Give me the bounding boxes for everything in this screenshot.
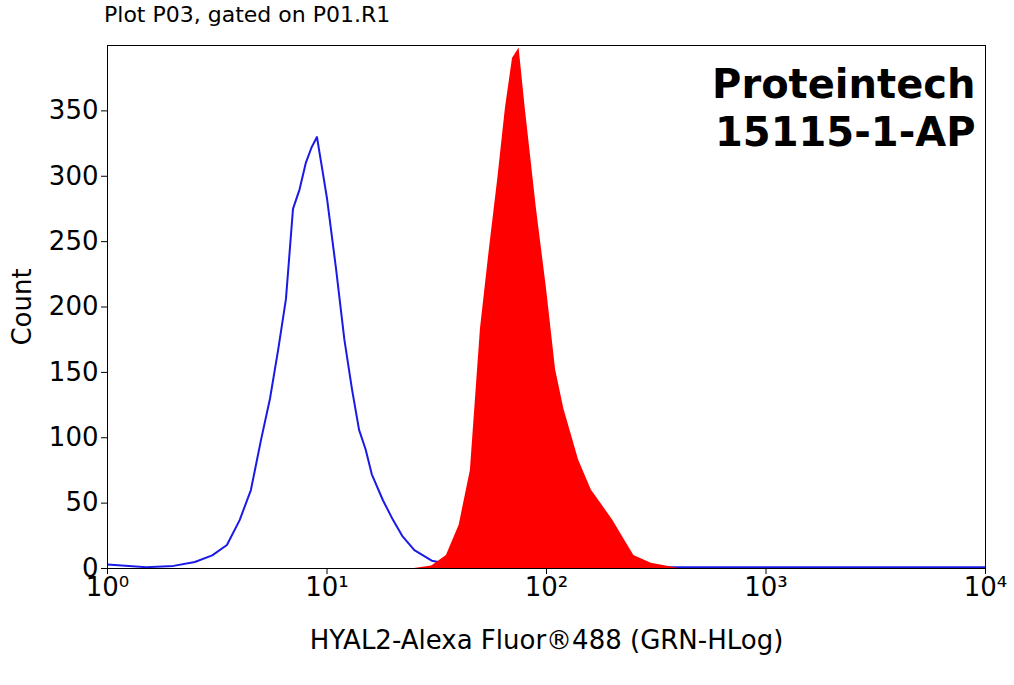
svg-text:10³: 10³ <box>744 572 788 602</box>
svg-text:Proteintech15115-1-AP: Proteintech15115-1-AP <box>712 61 975 155</box>
svg-text:50: 50 <box>65 487 98 517</box>
svg-text:300: 300 <box>49 161 99 191</box>
svg-text:10⁴: 10⁴ <box>964 572 1008 602</box>
svg-text:10¹: 10¹ <box>305 572 349 602</box>
svg-text:0: 0 <box>82 552 99 583</box>
svg-text:HYAL2-Alexa Fluor®488 (GRN-HLo: HYAL2-Alexa Fluor®488 (GRN-HLog) <box>310 625 784 655</box>
svg-text:250: 250 <box>49 226 99 256</box>
svg-text:10⁰: 10⁰ <box>86 572 130 602</box>
html-text:Plot P03, gated on P01.R1: Plot P03, gated on P01.R1 <box>104 2 391 27</box>
svg-text:150: 150 <box>49 357 99 387</box>
svg-text:100: 100 <box>49 422 99 452</box>
svg-text:200: 200 <box>49 291 99 321</box>
svg-text:350: 350 <box>49 95 99 125</box>
svg-text:Count: Count <box>7 268 37 345</box>
svg-text:10²: 10² <box>525 572 569 602</box>
